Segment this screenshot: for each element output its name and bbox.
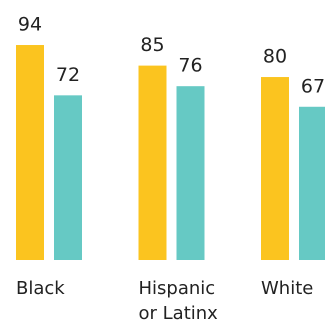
value-label: 85 <box>140 34 164 56</box>
bar <box>176 86 205 260</box>
value-label: 76 <box>178 55 202 77</box>
bar <box>54 95 82 260</box>
value-label: 72 <box>56 64 80 86</box>
bar <box>16 45 44 260</box>
bar <box>261 77 289 260</box>
bar <box>138 65 167 260</box>
value-label: 94 <box>18 14 42 36</box>
value-label: 80 <box>263 46 287 68</box>
category-label: Black <box>16 278 65 299</box>
category-label: White <box>261 278 314 299</box>
value-label: 67 <box>301 75 325 97</box>
category-label: Hispanic or Latinx <box>138 278 218 324</box>
bar <box>299 106 325 261</box>
